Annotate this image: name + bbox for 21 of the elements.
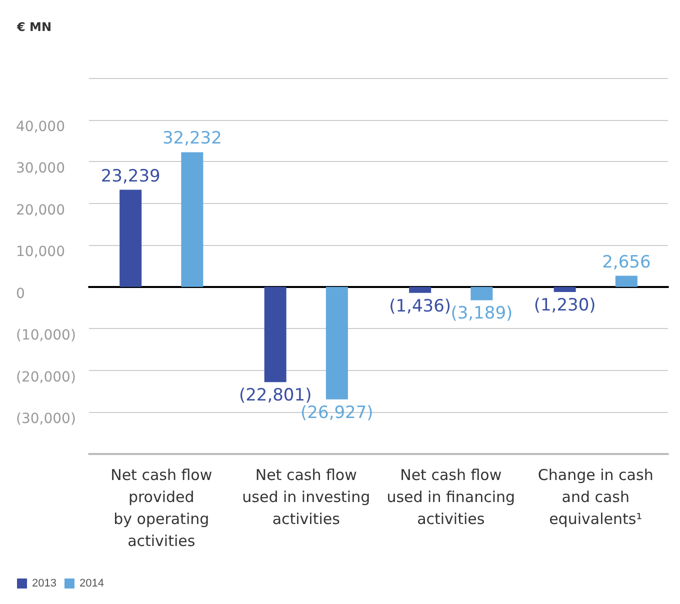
y-axis-title: € MN xyxy=(16,20,52,34)
data-label: (1,436) xyxy=(389,296,452,316)
y-tick-label: 20,000 xyxy=(16,202,65,218)
data-label: 2,656 xyxy=(602,252,651,272)
data-label: (1,230) xyxy=(534,296,596,316)
legend-label: 2014 xyxy=(79,578,104,590)
data-label: 23,239 xyxy=(100,166,160,186)
y-tick-label: (30,000) xyxy=(16,411,76,428)
x-tick-label: Net cash flow used in investing activities xyxy=(242,466,370,528)
x-tick-label: Net cash flow used in financing activities xyxy=(386,466,516,528)
data-label: (3,189) xyxy=(450,304,513,324)
y-tick-label: 30,000 xyxy=(16,160,65,177)
y-tick-label: (10,000) xyxy=(16,328,76,344)
legend-label: 2013 xyxy=(32,578,56,590)
y-tick-label: 40,000 xyxy=(16,118,65,135)
data-label: 32,232 xyxy=(162,128,222,149)
y-tick-label: 0 xyxy=(16,286,25,302)
y-tick-label: 10,000 xyxy=(16,244,65,260)
x-tick-label: Net cash flow provided by operating activities xyxy=(110,466,212,550)
y-tick-label: (20,000) xyxy=(16,369,76,386)
x-tick-label: Change in cash and cash equivalents¹ xyxy=(538,466,654,528)
